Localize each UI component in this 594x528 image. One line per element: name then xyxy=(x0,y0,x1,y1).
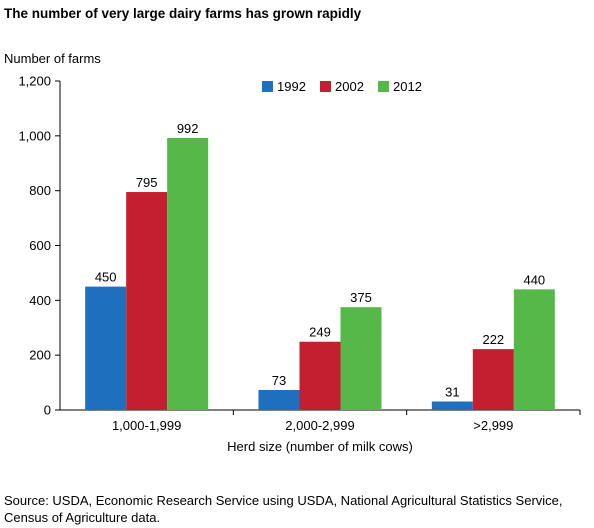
bar-2012 xyxy=(340,307,382,410)
bar-2002 xyxy=(299,341,341,410)
data-label: 795 xyxy=(136,175,158,190)
data-label: 375 xyxy=(350,290,372,305)
data-label: 440 xyxy=(523,272,545,287)
data-label: 73 xyxy=(272,373,286,388)
x-tick-label: >2,999 xyxy=(473,418,513,433)
y-tick-label: 400 xyxy=(29,293,51,308)
y-axis-label: Number of farms xyxy=(4,51,101,66)
legend-swatch-2002 xyxy=(320,81,331,92)
data-label: 249 xyxy=(309,325,331,340)
bar-2012 xyxy=(167,138,209,410)
bar-2002 xyxy=(126,192,168,410)
source-note: Source: USDA, Economic Research Service … xyxy=(4,493,563,525)
data-label: 992 xyxy=(177,121,199,136)
y-tick-label: 800 xyxy=(29,183,51,198)
legend-swatch-2012 xyxy=(378,81,389,92)
x-tick-label: 2,000-2,999 xyxy=(285,418,354,433)
data-label: 31 xyxy=(445,385,459,400)
data-label: 222 xyxy=(482,332,504,347)
y-tick-label: 1,200 xyxy=(18,74,51,89)
data-label: 450 xyxy=(95,270,117,285)
legend-swatch-1992 xyxy=(262,81,273,92)
bar-1992 xyxy=(85,286,127,410)
bar-2002 xyxy=(472,349,514,410)
bar-1992 xyxy=(431,401,473,410)
legend-label: 1992 xyxy=(277,79,306,94)
bar-1992 xyxy=(258,389,300,410)
legend-label: 2002 xyxy=(335,79,364,94)
legend-label: 2012 xyxy=(393,79,422,94)
y-tick-label: 0 xyxy=(44,403,51,418)
x-axis-label: Herd size (number of milk cows) xyxy=(227,439,413,454)
bar-2012 xyxy=(513,289,555,410)
y-tick-label: 1,000 xyxy=(18,128,51,143)
chart-title: The number of very large dairy farms has… xyxy=(4,6,362,21)
x-tick-label: 1,000-1,999 xyxy=(112,418,181,433)
y-tick-label: 200 xyxy=(29,348,51,363)
y-tick-label: 600 xyxy=(29,238,51,253)
